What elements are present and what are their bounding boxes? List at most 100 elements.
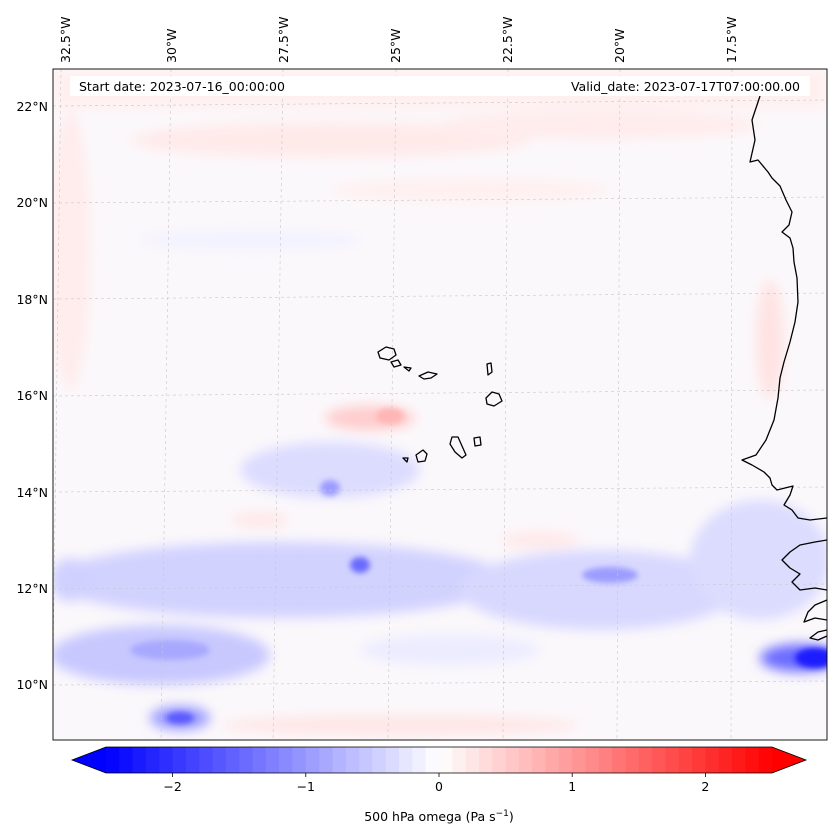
colorbar-segment (478, 747, 493, 773)
colorbar-segment (212, 747, 227, 773)
lat-label: 16°N (16, 388, 48, 403)
colorbar-segment (678, 747, 693, 773)
colorbar-segment (359, 747, 373, 773)
lon-label: 20°W (612, 28, 627, 63)
colorbar-segment (532, 747, 547, 773)
colorbar-segment (732, 747, 746, 773)
colorbar-segment (265, 747, 280, 773)
colorbar-segment (106, 747, 120, 773)
colorbar-segment (252, 747, 267, 773)
lat-label: 22°N (16, 99, 48, 114)
colorbar-ticks: −2 −1 0 1 2 (163, 773, 709, 794)
colorbar-segment (412, 747, 427, 773)
colorbar-segment (225, 747, 240, 773)
lat-label: 20°N (16, 195, 48, 210)
map-frame (52, 68, 828, 741)
start-date-label: Start date: 2023-07-16_00:00:00 (79, 79, 285, 94)
colorbar-outline (70, 746, 808, 774)
colorbar: −2 −1 0 1 2 500 hPa omega (Pa s−1) (70, 746, 808, 824)
colorbar-segment (425, 747, 440, 773)
date-header-box (70, 76, 810, 96)
colorbar-segment (598, 747, 613, 773)
colorbar-segment (585, 747, 600, 773)
colorbar-segment (172, 747, 187, 773)
colorbar-segment (199, 747, 214, 773)
colorbar-segment (665, 747, 680, 773)
colorbar-segment (292, 747, 307, 773)
island-sao-nicolau (418, 371, 438, 380)
island-brava (402, 457, 409, 463)
lat-label: 10°N (16, 677, 48, 692)
colorbar-segment (572, 747, 587, 773)
colorbar-segment (345, 747, 360, 773)
colorbar-segment (558, 747, 573, 773)
colorbar-segment (692, 747, 706, 773)
lon-label: 17.5°W (724, 17, 739, 63)
colorbar-segment (319, 747, 334, 773)
africa-coast (741, 95, 827, 641)
colorbar-segment (159, 747, 174, 773)
colorbar-label: 500 hPa omega (Pa s−1) (364, 809, 514, 824)
island-santiago (449, 436, 467, 459)
colorbar-segment (638, 747, 653, 773)
colorbar-segment (305, 747, 320, 773)
colorbar-tick-label: 1 (568, 779, 576, 794)
omega-detail (130, 408, 827, 724)
island-boa-vista (485, 391, 503, 407)
island-santo-antao (377, 346, 397, 361)
colorbar-label-text: 500 hPa omega (Pa s (364, 809, 495, 824)
longitude-labels: 32.5°W 30°W 27.5°W 25°W 22.5°W 20°W 17.5… (58, 17, 739, 63)
omega-field (53, 69, 827, 740)
colorbar-segment (505, 747, 520, 773)
colorbar-tick-label: 2 (701, 779, 709, 794)
colorbar-segment (372, 747, 387, 773)
island-santa-luzia (403, 366, 412, 372)
colorbar-label-close: ) (509, 809, 514, 824)
lat-label: 18°N (16, 292, 48, 307)
island-sal (486, 362, 493, 376)
colorbar-segment (332, 747, 347, 773)
colorbar-segment (399, 747, 413, 773)
lat-label: 14°N (16, 485, 48, 500)
colorbar-segment (439, 747, 453, 773)
colorbar-segment (145, 747, 160, 773)
lat-label: 12°N (16, 581, 48, 596)
colorbar-segments (106, 747, 773, 773)
island-maio (473, 436, 482, 447)
colorbar-segment (758, 747, 773, 773)
lon-label: 25°W (388, 28, 403, 63)
colorbar-segment (385, 747, 400, 773)
colorbar-tick-label: −1 (297, 779, 315, 794)
colorbar-segment (492, 747, 507, 773)
lon-label: 30°W (164, 28, 179, 63)
colorbar-tick-label: 0 (435, 779, 443, 794)
lon-label: 22.5°W (500, 17, 515, 63)
colorbar-segment (452, 747, 467, 773)
colorbar-segment (745, 747, 760, 773)
colorbar-segment (652, 747, 667, 773)
lon-label: 27.5°W (276, 17, 291, 63)
colorbar-segment (545, 747, 560, 773)
colorbar-segment (718, 747, 733, 773)
colorbar-label-exponent: −1 (496, 809, 509, 819)
colorbar-segment (625, 747, 640, 773)
island-sao-vicente (390, 359, 402, 368)
colorbar-segment (279, 747, 294, 773)
colorbar-segment (119, 747, 134, 773)
island-fogo (415, 449, 428, 463)
lon-label: 32.5°W (58, 17, 73, 63)
colorbar-segment (185, 747, 200, 773)
coastline (377, 95, 827, 641)
valid-date-label: Valid_date: 2023-07-17T07:00:00.00 (571, 79, 800, 94)
colorbar-segment (612, 747, 627, 773)
map-gridlines (53, 69, 827, 740)
colorbar-segment (239, 747, 254, 773)
latitude-labels: 22°N 20°N 18°N 16°N 14°N 12°N 10°N (16, 99, 48, 692)
colorbar-segment (518, 747, 533, 773)
colorbar-segment (132, 747, 147, 773)
colorbar-segment (705, 747, 720, 773)
colorbar-extend-min (72, 747, 106, 773)
colorbar-segment (465, 747, 480, 773)
colorbar-tick-label: −2 (163, 779, 181, 794)
